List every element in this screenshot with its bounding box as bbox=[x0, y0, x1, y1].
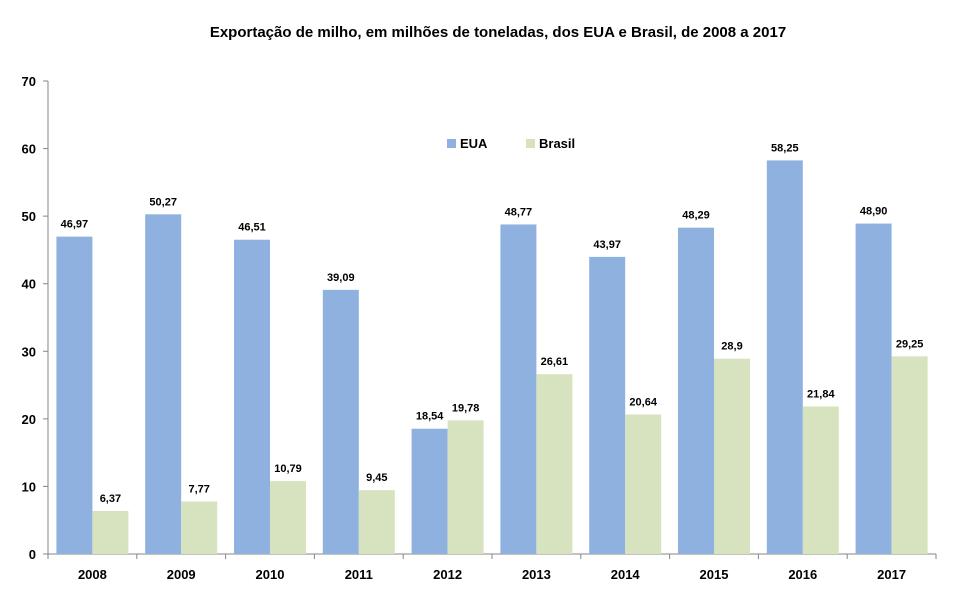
x-tick-label: 2016 bbox=[788, 567, 817, 582]
x-tick-label: 2012 bbox=[433, 567, 462, 582]
data-label: 48,90 bbox=[860, 206, 888, 218]
bar-eua-2015 bbox=[678, 227, 714, 554]
x-tick-label: 2008 bbox=[78, 567, 107, 582]
bar-eua-2008 bbox=[56, 236, 93, 554]
data-label: 46,97 bbox=[61, 219, 89, 231]
y-tick-label: 50 bbox=[22, 209, 36, 224]
bar-eua-2011 bbox=[322, 289, 359, 554]
data-label: 6,37 bbox=[100, 493, 121, 505]
bar-brasil-2014 bbox=[625, 414, 662, 554]
legend-swatch bbox=[447, 139, 456, 148]
x-tick-label: 2013 bbox=[522, 567, 551, 582]
bar-eua-2016 bbox=[766, 160, 803, 554]
data-label: 9,45 bbox=[366, 472, 387, 484]
bar-brasil-2013 bbox=[536, 374, 573, 554]
bar-brasil-2008 bbox=[92, 510, 129, 554]
chart-legend: EUA Brasil bbox=[447, 136, 575, 151]
bar-brasil-2017 bbox=[891, 356, 928, 554]
y-tick-label: 60 bbox=[22, 142, 36, 157]
x-tick-label: 2017 bbox=[877, 567, 906, 582]
bar-brasil-2016 bbox=[802, 406, 839, 554]
data-label: 10,79 bbox=[274, 463, 302, 475]
bar-brasil-2011 bbox=[358, 490, 395, 554]
data-label: 29,25 bbox=[896, 338, 924, 350]
data-label: 26,61 bbox=[541, 356, 569, 368]
data-label: 50,27 bbox=[149, 196, 177, 208]
bar-eua-2012 bbox=[411, 428, 448, 554]
x-tick-label: 2011 bbox=[345, 567, 373, 582]
data-label: 58,25 bbox=[771, 142, 799, 154]
y-tick-label: 40 bbox=[22, 277, 36, 292]
y-tick-label: 20 bbox=[22, 412, 36, 427]
bar-eua-2017 bbox=[855, 223, 892, 554]
data-label: 28,9 bbox=[721, 341, 742, 353]
y-tick-label: 30 bbox=[22, 344, 36, 359]
data-label: 7,77 bbox=[188, 483, 209, 495]
bar-brasil-2009 bbox=[181, 501, 218, 554]
data-label: 39,09 bbox=[327, 272, 355, 284]
bar-eua-2009 bbox=[145, 214, 182, 555]
data-label: 48,29 bbox=[682, 210, 710, 222]
data-label: 20,64 bbox=[629, 397, 657, 409]
bar-eua-2010 bbox=[234, 239, 270, 554]
x-tick-label: 2010 bbox=[256, 567, 285, 582]
data-label: 19,78 bbox=[452, 402, 480, 414]
bar-brasil-2012 bbox=[447, 420, 484, 554]
data-label: 48,77 bbox=[505, 206, 533, 218]
chart-bars: 46,97 50,27 46,51 39,09 18,54 48,77 43,97 48,29… bbox=[56, 142, 928, 555]
y-tick-label: 0 bbox=[29, 547, 36, 562]
data-label: 46,51 bbox=[238, 222, 266, 234]
legend-label: EUA bbox=[460, 136, 488, 151]
bar-eua-2013 bbox=[500, 224, 537, 554]
chart-title: Exportação de milho, em milhões de tonel… bbox=[209, 24, 787, 41]
x-tick-label: 2009 bbox=[167, 567, 196, 582]
data-label: 43,97 bbox=[593, 239, 621, 251]
chart-axes: 0 10 20 30 40 50 60 70 2008 2009 2010 2011 2012 2013 2… bbox=[22, 74, 937, 582]
x-tick-label: 2015 bbox=[700, 567, 729, 582]
bar-brasil-2010 bbox=[270, 481, 306, 554]
bar-brasil-2015 bbox=[714, 358, 750, 554]
data-label: 21,84 bbox=[807, 388, 835, 400]
data-label: 18,54 bbox=[416, 411, 444, 423]
legend-swatch bbox=[526, 139, 535, 148]
y-tick-label: 10 bbox=[22, 479, 36, 494]
legend-label: Brasil bbox=[539, 136, 575, 151]
y-tick-label: 70 bbox=[22, 74, 36, 89]
bar-eua-2014 bbox=[589, 256, 626, 554]
x-tick-label: 2014 bbox=[611, 567, 641, 582]
